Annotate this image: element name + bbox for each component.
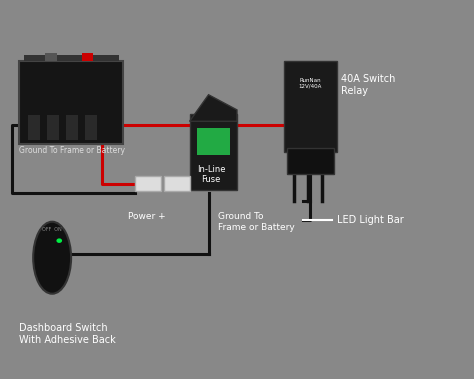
Text: RunNan
12V/40A: RunNan 12V/40A: [299, 78, 322, 89]
Bar: [24, 55, 119, 61]
Bar: [19, 61, 123, 144]
Bar: [82, 53, 93, 61]
Text: Ground To Frame or Battery: Ground To Frame or Battery: [19, 147, 125, 155]
Text: In-Line
Fuse: In-Line Fuse: [197, 165, 225, 184]
Bar: [284, 61, 337, 152]
Ellipse shape: [33, 222, 71, 294]
Bar: [28, 115, 40, 140]
Circle shape: [56, 238, 62, 243]
Text: Ground To
Frame or Battery: Ground To Frame or Battery: [218, 212, 295, 232]
Text: LED Light Bar: LED Light Bar: [337, 215, 403, 225]
Polygon shape: [190, 95, 237, 121]
Bar: [47, 115, 59, 140]
Bar: [197, 128, 230, 155]
Text: 40A Switch
Relay: 40A Switch Relay: [341, 75, 396, 96]
Bar: [287, 148, 334, 174]
Text: OFF  ON: OFF ON: [42, 227, 62, 232]
Bar: [135, 176, 161, 191]
Bar: [164, 176, 190, 191]
Bar: [45, 53, 57, 61]
Bar: [190, 114, 237, 190]
Text: Dashboard Switch
With Adhesive Back: Dashboard Switch With Adhesive Back: [19, 323, 116, 345]
Bar: [85, 115, 97, 140]
Text: Power +: Power +: [128, 212, 166, 221]
Bar: [66, 115, 78, 140]
